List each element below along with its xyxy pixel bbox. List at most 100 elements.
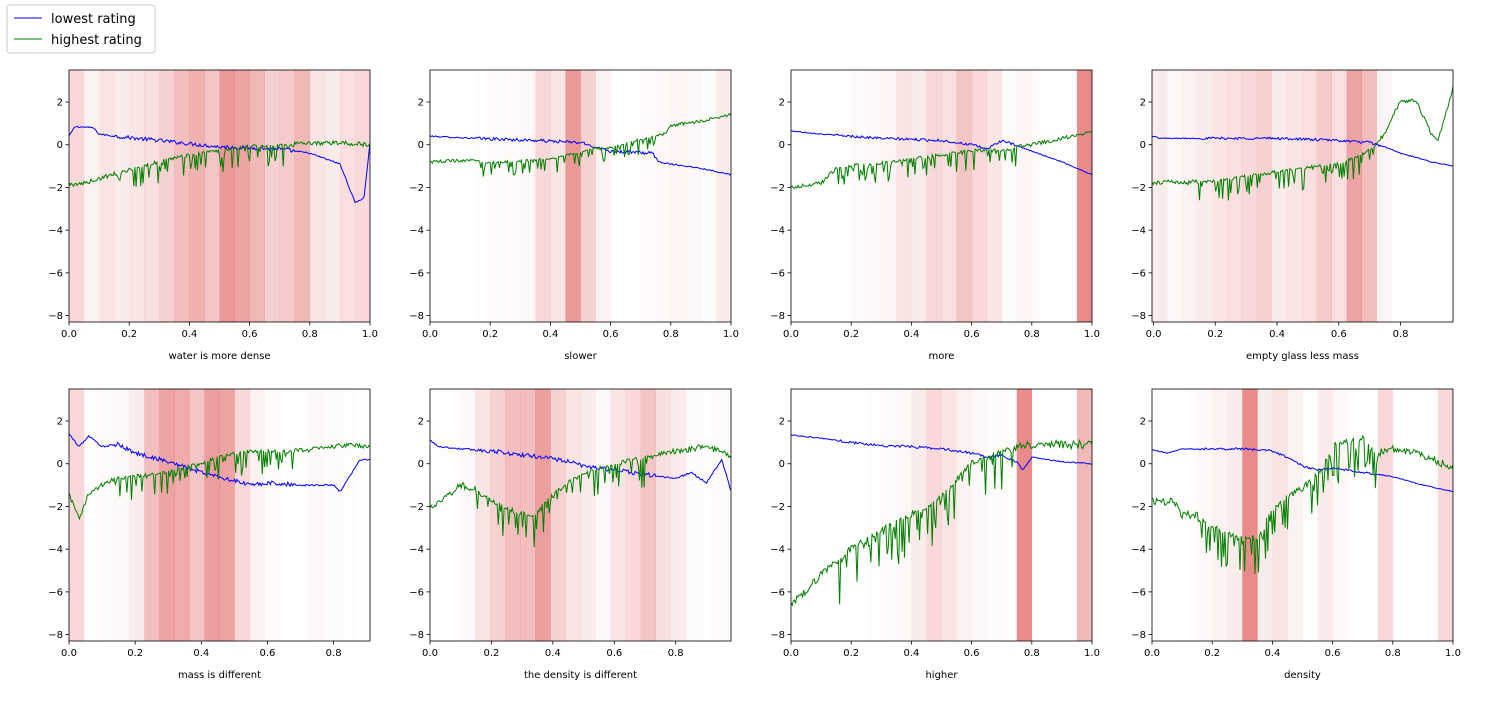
band-rect xyxy=(99,70,115,322)
band-rect xyxy=(565,70,581,322)
band-rect xyxy=(204,70,220,322)
x-tick-label: 0.2 xyxy=(127,648,143,659)
band-rect xyxy=(219,389,235,641)
x-tick-label: 0.6 xyxy=(1325,648,1341,659)
x-tick-label: 0.4 xyxy=(1264,648,1280,659)
x-tick-label: 0.8 xyxy=(326,648,342,659)
band-rect xyxy=(249,389,265,641)
band-rect xyxy=(655,389,672,641)
y-tick-label: 0 xyxy=(1140,459,1146,470)
x-tick-label: 0.0 xyxy=(61,329,77,340)
x-tick-label: 0.0 xyxy=(783,648,799,659)
band-rect xyxy=(1331,70,1347,322)
subplot-6: 0.0 0.2 0.4 0.6 0.8 2 0 −2 −4 −6 −8 the density is … xyxy=(409,388,732,681)
band-rect xyxy=(1333,389,1348,641)
y-tick-label: −4 xyxy=(48,545,63,556)
x-tick-label: 0.2 xyxy=(1204,648,1220,659)
lowest-rating-line xyxy=(791,130,1092,176)
x-tick-label: 0.6 xyxy=(260,648,276,659)
subplot-8: 0.0 0.2 0.4 0.6 0.8 1.0 2 0 −2 −4 −6 −8 density xyxy=(1131,388,1461,681)
x-tick-label: 0.2 xyxy=(483,648,499,659)
band-rect xyxy=(129,70,145,322)
x-tick-label: 0.0 xyxy=(1146,329,1162,340)
band-rect xyxy=(325,389,340,641)
x-tick-label: 0.8 xyxy=(1393,329,1409,340)
band-rect xyxy=(1181,70,1198,322)
x-tick-label: 1.0 xyxy=(1084,648,1100,659)
band-rect xyxy=(550,70,566,322)
y-tick-label: −4 xyxy=(409,545,424,556)
lowest-rating-line xyxy=(430,135,731,176)
band-rect xyxy=(144,70,160,322)
band-rect xyxy=(881,70,897,322)
axes-frame xyxy=(1151,69,1454,323)
band-rect xyxy=(294,70,311,322)
y-tick-label: −6 xyxy=(770,268,785,279)
x-tick-label: 0.6 xyxy=(964,329,980,340)
band-rect xyxy=(626,70,641,322)
x-tick-label: 0.2 xyxy=(843,648,859,659)
band-rect xyxy=(1286,70,1303,322)
band-rect xyxy=(1032,70,1047,322)
band-rect xyxy=(1257,389,1273,641)
band-rect xyxy=(686,70,701,322)
band-rect xyxy=(716,389,731,641)
band-rect xyxy=(625,389,641,641)
lowest-rating-line xyxy=(1152,447,1453,492)
x-tick-label: 1.0 xyxy=(723,329,739,340)
band-rect xyxy=(1016,389,1033,641)
series-lines xyxy=(69,433,370,521)
y-tick-label: 0 xyxy=(1140,140,1146,151)
legend-label-highest: highest rating xyxy=(51,33,142,48)
lowest-rating-line xyxy=(69,433,370,492)
y-tick-label: −8 xyxy=(48,630,63,641)
x-axis-label: more xyxy=(929,351,955,362)
band-rect xyxy=(159,389,175,641)
series-lines xyxy=(69,125,370,203)
band-rect xyxy=(866,389,881,641)
band-rect xyxy=(580,70,596,322)
y-tick-label: −4 xyxy=(1131,226,1146,237)
y-tick-label: −2 xyxy=(409,183,424,194)
x-tick-label: 1.0 xyxy=(362,329,378,340)
highlight-bands xyxy=(1212,389,1453,641)
x-tick-label: 0.4 xyxy=(181,329,197,340)
highlight-bands xyxy=(535,70,731,322)
band-rect xyxy=(69,70,85,322)
x-tick-label: 0.2 xyxy=(482,329,498,340)
band-rect xyxy=(701,70,716,322)
series-lines xyxy=(1152,86,1453,201)
band-rect xyxy=(896,389,911,641)
y-tick-label: −2 xyxy=(1131,502,1146,513)
y-tick-label: 2 xyxy=(57,417,63,428)
x-tick-label: 0.6 xyxy=(1331,329,1347,340)
x-axis-label: slower xyxy=(564,351,597,362)
y-tick-label: −8 xyxy=(770,630,785,641)
band-rect xyxy=(610,389,626,641)
y-tick-label: 0 xyxy=(57,140,63,151)
band-rect xyxy=(264,70,280,322)
band-rect xyxy=(339,70,356,322)
x-tick-label: 0.6 xyxy=(242,329,258,340)
band-rect xyxy=(129,389,145,641)
x-axis-label: density xyxy=(1284,670,1321,681)
band-rect xyxy=(896,70,912,322)
band-rect xyxy=(189,389,205,641)
x-tick-label: 0.0 xyxy=(783,329,799,340)
highlight-bands xyxy=(866,389,1092,641)
highlight-bands xyxy=(69,70,370,322)
band-rect xyxy=(174,70,190,322)
band-rect xyxy=(956,70,972,322)
band-rect xyxy=(550,389,566,641)
lowest-rating-line xyxy=(430,439,731,491)
band-rect xyxy=(1212,389,1228,641)
x-tick-label: 0.8 xyxy=(668,648,684,659)
band-rect xyxy=(1363,389,1378,641)
band-rect xyxy=(926,70,942,322)
y-tick-label: −6 xyxy=(48,268,63,279)
highlight-bands xyxy=(881,70,1092,322)
series-lines xyxy=(430,113,731,177)
band-rect xyxy=(1076,70,1092,322)
subplot-1: 0.0 0.2 0.4 0.6 0.8 1.0 2 0 −2 −4 −6 −8 water is mor… xyxy=(48,69,378,362)
